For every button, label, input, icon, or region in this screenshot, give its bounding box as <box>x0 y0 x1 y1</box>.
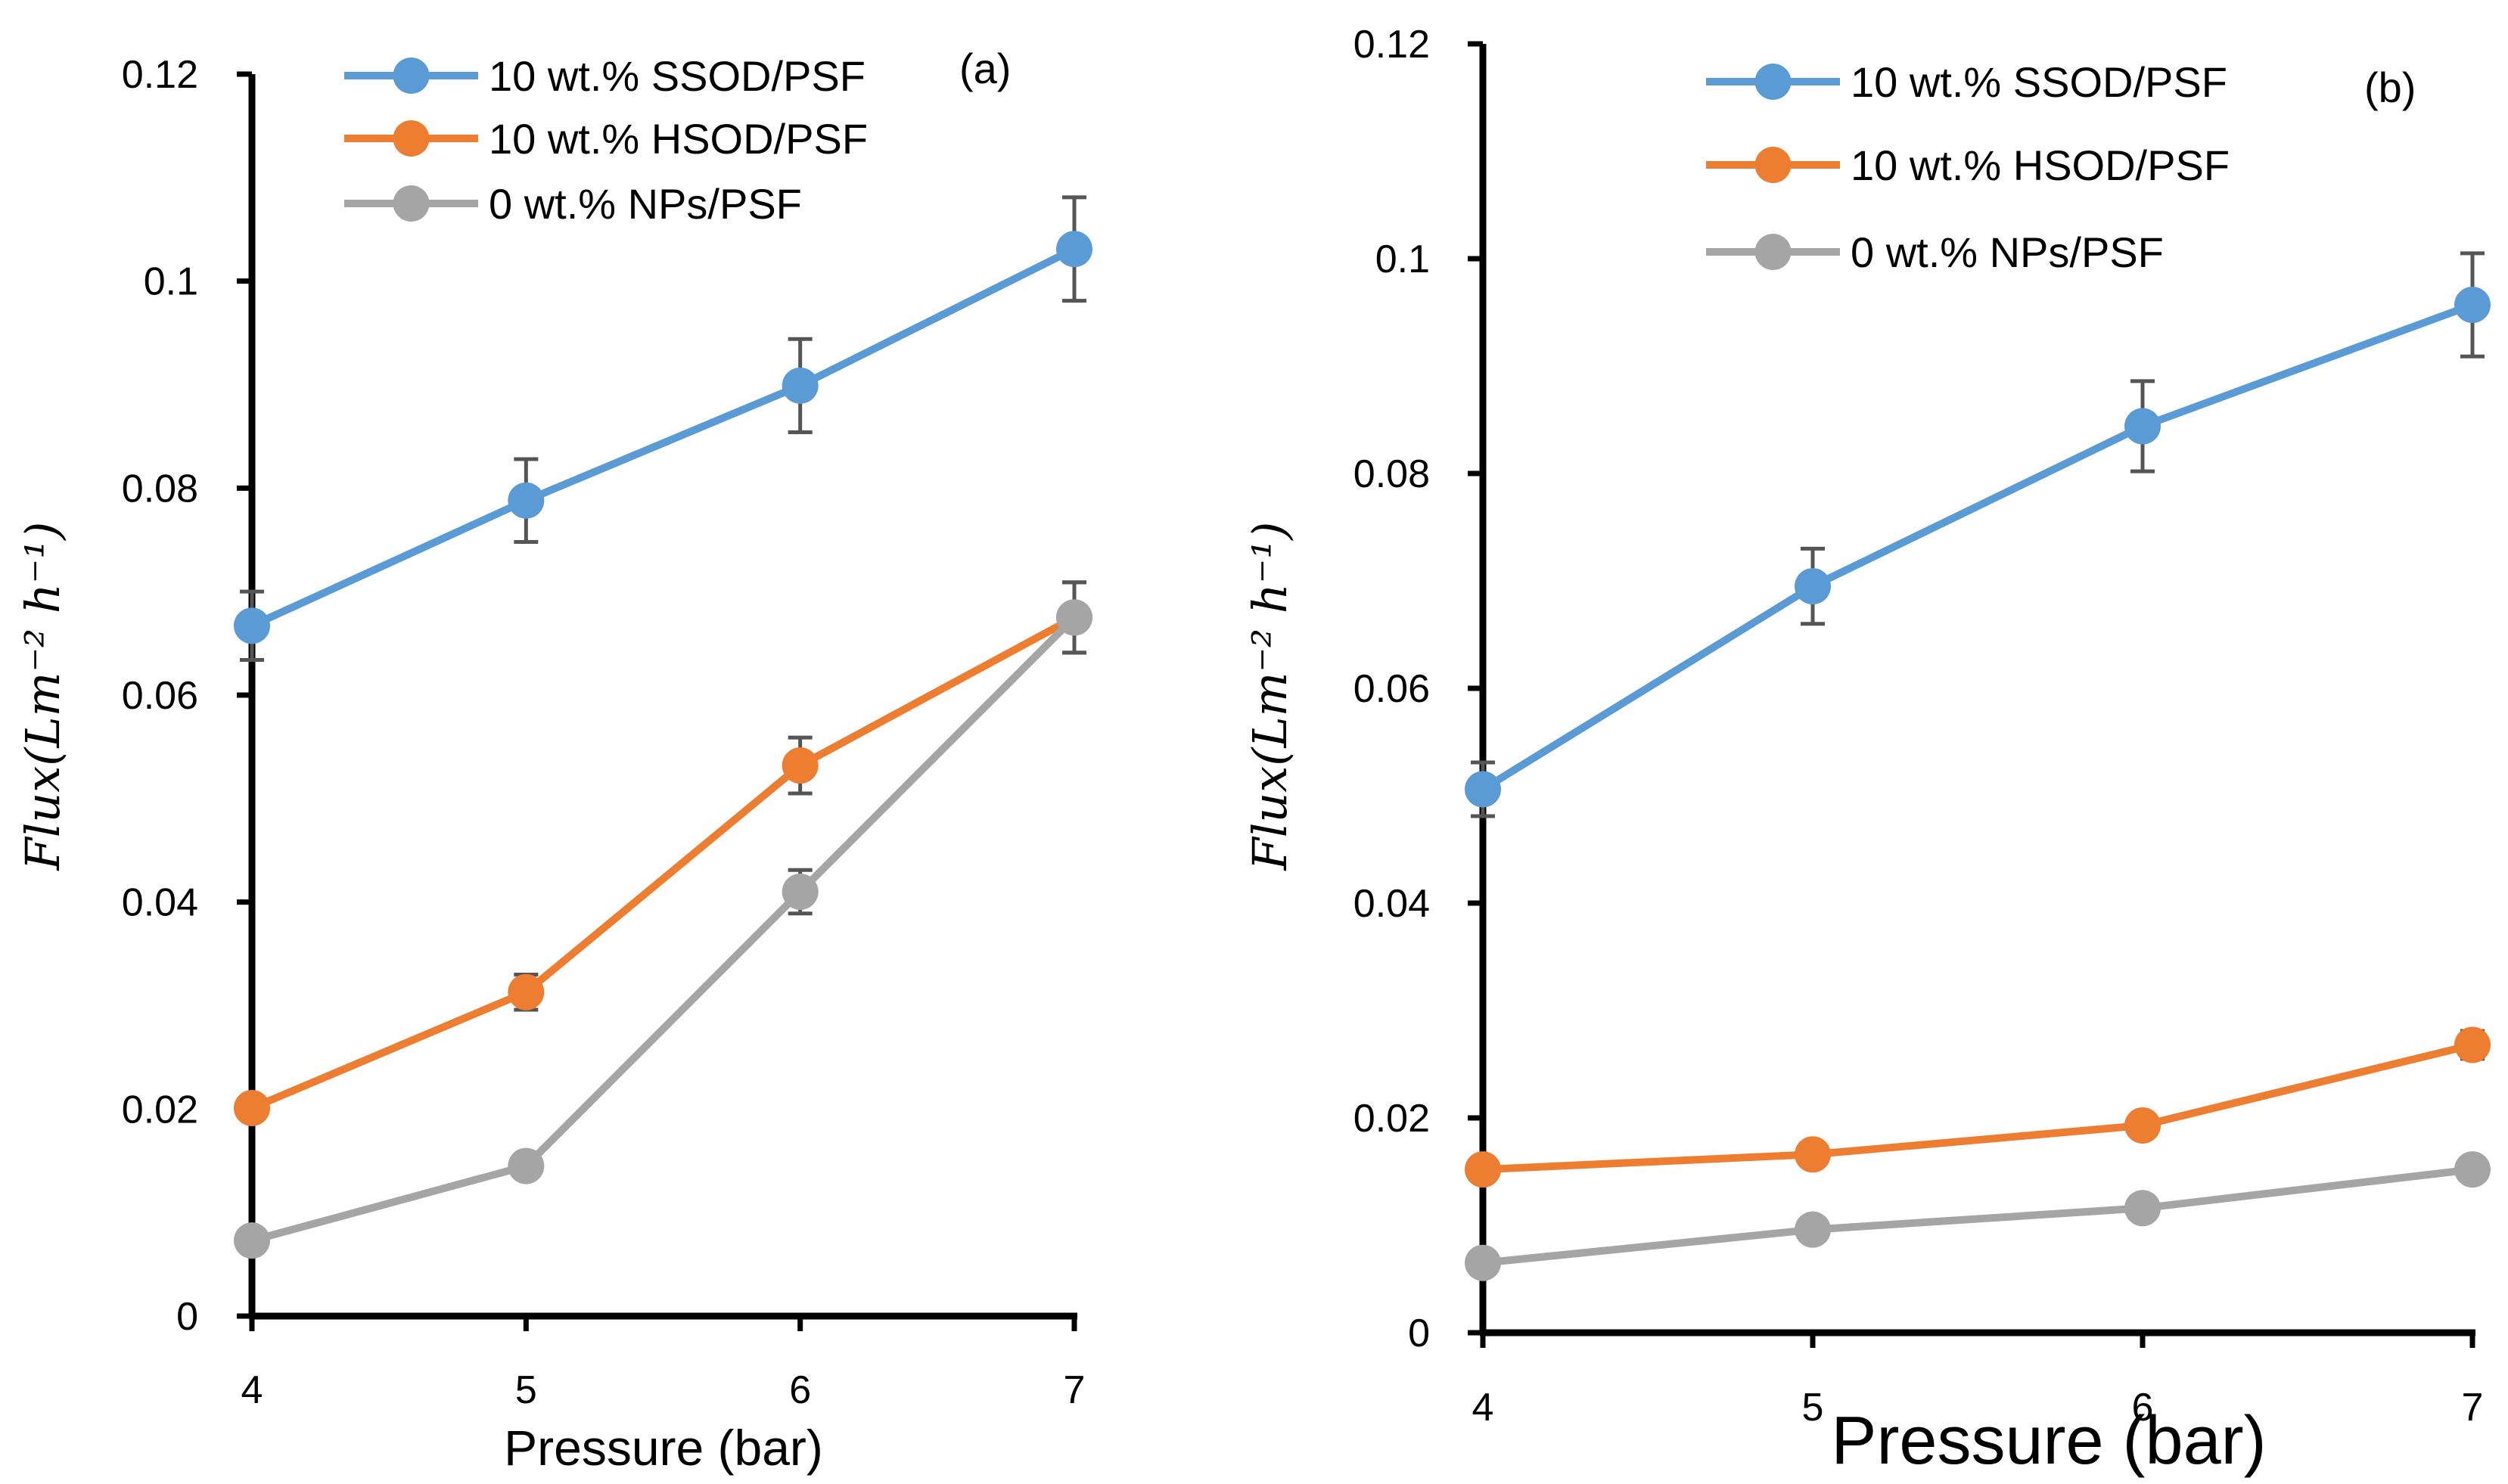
data-point <box>2454 1151 2491 1188</box>
data-point <box>234 1089 270 1126</box>
x-tick-label: 4 <box>1472 1386 1494 1430</box>
y-tick-label: 0 <box>1408 1312 1430 1355</box>
chart-panel-a: 0 0.02 0.04 0.06 0.08 0.1 0.12 4 5 6 7 Pressure (ba… <box>15 45 1092 1476</box>
legend-label: 10 wt.% HSOD/PSF <box>489 115 868 163</box>
chart-panel-b: 0 0.02 0.04 0.06 0.08 0.1 0.12 4 5 6 7 Pressure (ba… <box>1242 23 2491 1479</box>
y-tick-label: 0.02 <box>122 1088 198 1132</box>
y-tick-label: 0.06 <box>122 674 198 718</box>
series-line <box>250 614 1077 1244</box>
legend-marker <box>393 57 430 94</box>
legend-marker <box>1754 234 1792 270</box>
y-tick-label: 0.1 <box>1375 238 1430 281</box>
panel-label: (b) <box>2364 64 2416 111</box>
data-point <box>508 1147 545 1184</box>
data-point <box>1795 1136 1831 1173</box>
x-tick-label: 6 <box>2132 1386 2154 1430</box>
legend-marker <box>393 185 430 222</box>
legend-marker <box>393 120 430 157</box>
data-point <box>508 973 545 1011</box>
data-point <box>1795 1211 1831 1248</box>
y-tick-label: 0.04 <box>1353 882 1430 926</box>
x-axis-title: Pressure (bar) <box>504 1420 823 1476</box>
series-line <box>1482 1166 2473 1267</box>
legend-label: 10 wt.% SSOD/PSF <box>489 52 866 100</box>
y-tick-label: 0.1 <box>144 260 198 304</box>
x-tick-label: 7 <box>1064 1368 1086 1412</box>
legend-label: 10 wt.% SSOD/PSF <box>1851 58 2227 106</box>
series-line <box>250 613 1077 1112</box>
data-point <box>508 482 545 519</box>
y-tick-label: 0.12 <box>1353 23 1430 67</box>
legend-label: 0 wt.% NPs/PSF <box>1851 228 2164 276</box>
series-line <box>1482 1041 2474 1174</box>
series-line <box>250 245 1077 629</box>
x-tick-label: 6 <box>789 1368 811 1412</box>
y-tick-label: 0.04 <box>122 881 198 925</box>
x-tick-label: 5 <box>1802 1386 1824 1430</box>
y-axis-title: Flux(Lm⁻² h⁻¹) <box>15 522 70 871</box>
data-point <box>234 607 270 644</box>
data-point <box>1465 771 1501 808</box>
data-point <box>1056 599 1092 636</box>
data-point <box>2454 287 2491 324</box>
data-point <box>2124 1190 2161 1227</box>
x-tick-label: 5 <box>515 1368 537 1412</box>
y-tick-label: 0.12 <box>122 53 198 97</box>
series-line <box>1481 301 2474 793</box>
data-point <box>2124 1107 2161 1144</box>
y-tick-label: 0.08 <box>1353 452 1430 496</box>
x-axis-title: Pressure (bar) <box>1831 1403 2266 1479</box>
y-tick-label: 0.08 <box>122 467 198 511</box>
y-axis-title: Flux(Lm⁻² h⁻¹) <box>1242 522 1298 871</box>
y-tick-label: 0.02 <box>1353 1097 1430 1141</box>
panel-label: (a) <box>959 45 1011 92</box>
data-point <box>1056 231 1092 268</box>
data-point <box>1465 1244 1501 1281</box>
legend-label: 0 wt.% NPs/PSF <box>489 180 802 228</box>
legend-label: 10 wt.% HSOD/PSF <box>1851 141 2230 189</box>
legend-marker <box>1754 64 1792 100</box>
x-tick-label: 4 <box>241 1368 263 1412</box>
y-tick-label: 0 <box>176 1295 198 1339</box>
legend-marker <box>1754 147 1792 183</box>
data-point <box>782 873 819 910</box>
data-point <box>782 367 819 404</box>
data-point <box>2454 1026 2491 1063</box>
data-point <box>1795 568 1831 605</box>
data-point <box>1465 1151 1501 1188</box>
x-tick-label: 7 <box>2462 1386 2484 1430</box>
y-tick-label: 0.06 <box>1353 667 1430 711</box>
data-point <box>782 747 819 784</box>
data-point <box>234 1222 270 1259</box>
data-point <box>2124 408 2161 445</box>
